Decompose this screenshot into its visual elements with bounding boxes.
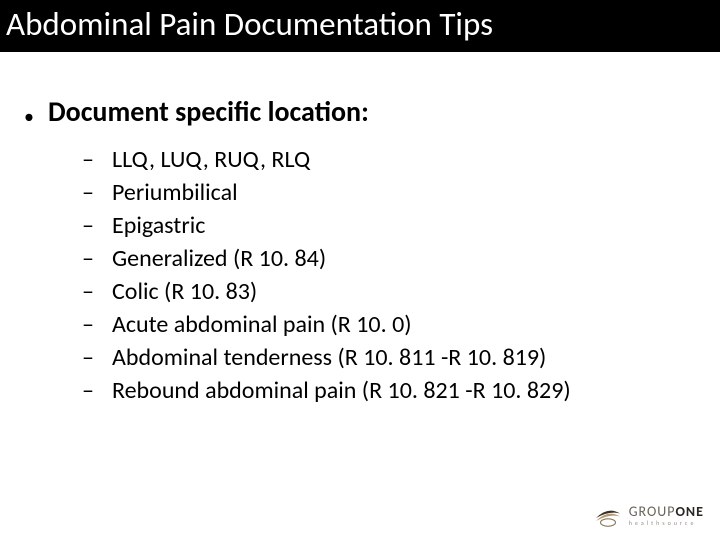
list-item-text: Generalized (R 10. 84) — [112, 244, 326, 273]
sublist: – LLQ, LUQ, RUQ, RLQ – Periumbilical – E… — [24, 141, 696, 405]
dash-icon: – — [82, 376, 112, 405]
content-area: • Document specific location: – LLQ, LUQ… — [0, 52, 720, 405]
list-item: – Abdominal tenderness (R 10. 811 -R 10.… — [82, 343, 696, 372]
dash-icon: – — [82, 145, 112, 174]
list-item-text: Periumbilical — [112, 178, 238, 207]
logo-word-one: ONE — [675, 505, 704, 519]
list-item-text: Colic (R 10. 83) — [112, 277, 257, 306]
bullet-icon: • — [24, 107, 48, 127]
heading-text: Document specific location: — [48, 94, 369, 129]
list-item-text: Abdominal tenderness (R 10. 811 -R 10. 8… — [112, 343, 546, 372]
dash-icon: – — [82, 178, 112, 207]
list-item-text: Acute abdominal pain (R 10. 0) — [112, 310, 412, 339]
list-item: – LLQ, LUQ, RUQ, RLQ — [82, 145, 696, 174]
list-item: – Generalized (R 10. 84) — [82, 244, 696, 273]
logo-main-text: GROUPONE — [629, 505, 704, 519]
dash-icon: – — [82, 343, 112, 372]
list-item-text: Rebound abdominal pain (R 10. 821 -R 10.… — [112, 376, 571, 405]
list-item: – Colic (R 10. 83) — [82, 277, 696, 306]
list-item: – Acute abdominal pain (R 10. 0) — [82, 310, 696, 339]
logo-subtext: healthsource — [629, 520, 704, 526]
list-item: – Epigastric — [82, 211, 696, 240]
list-item: – Periumbilical — [82, 178, 696, 207]
title-bar: Abdominal Pain Documentation Tips — [0, 0, 720, 52]
dash-icon: – — [82, 244, 112, 273]
logo-word-group: GROUP — [629, 505, 676, 519]
dash-icon: – — [82, 211, 112, 240]
dash-icon: – — [82, 277, 112, 306]
logo-text: GROUPONE healthsource — [629, 505, 704, 526]
logo: GROUPONE healthsource — [593, 500, 704, 530]
list-item: – Rebound abdominal pain (R 10. 821 -R 1… — [82, 376, 696, 405]
heading-row: • Document specific location: — [24, 94, 696, 129]
slide-title: Abdominal Pain Documentation Tips — [6, 4, 493, 44]
dash-icon: – — [82, 310, 112, 339]
list-item-text: LLQ, LUQ, RUQ, RLQ — [112, 145, 310, 174]
logo-icon — [593, 500, 623, 530]
list-item-text: Epigastric — [112, 211, 205, 240]
